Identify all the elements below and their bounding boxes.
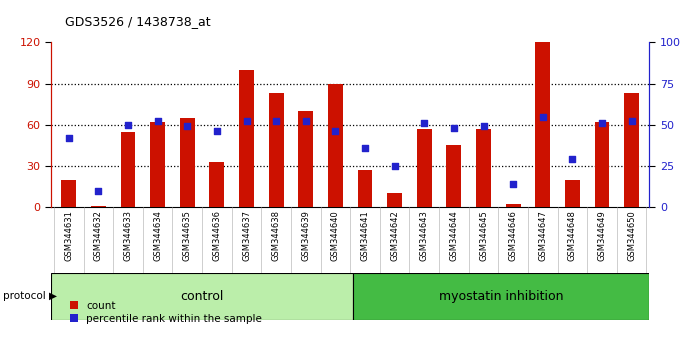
Text: control: control [180,290,224,303]
Point [360,145,371,151]
Point [93,188,104,193]
Bar [353,273,649,320]
Bar [328,84,343,207]
Bar [209,162,224,207]
Point [152,119,163,124]
Bar [51,273,353,320]
Text: GSM344650: GSM344650 [627,210,636,261]
Text: GSM344639: GSM344639 [301,210,310,261]
Text: myostatin inhibition: myostatin inhibition [439,290,564,303]
Point [478,124,489,129]
Text: GSM344638: GSM344638 [271,210,281,261]
Text: GSM344641: GSM344641 [360,210,369,261]
Bar [61,180,76,207]
Bar [594,122,609,207]
Text: GSM344637: GSM344637 [242,210,251,261]
Text: GSM344648: GSM344648 [568,210,577,261]
Bar [358,170,373,207]
Text: GSM344645: GSM344645 [479,210,488,261]
Bar [417,129,432,207]
Point [211,129,222,134]
Bar [387,193,402,207]
Point [330,129,341,134]
Text: GSM344644: GSM344644 [449,210,458,261]
Point [301,119,311,124]
Point [448,125,459,131]
Bar [476,129,491,207]
Text: GSM344640: GSM344640 [331,210,340,261]
Bar [506,204,520,207]
Text: GSM344633: GSM344633 [124,210,133,261]
Bar [269,93,284,207]
Text: GSM344634: GSM344634 [153,210,162,261]
Bar [565,180,580,207]
Text: GSM344646: GSM344646 [509,210,517,261]
Bar [624,93,639,207]
Bar [180,118,194,207]
Text: protocol ▶: protocol ▶ [3,291,57,302]
Bar [91,206,106,207]
Point [63,135,74,141]
Point [567,156,578,162]
Text: GSM344635: GSM344635 [183,210,192,261]
Text: GSM344632: GSM344632 [94,210,103,261]
Bar [299,111,313,207]
Point [122,122,133,128]
Text: GSM344643: GSM344643 [420,210,429,261]
Point [271,119,282,124]
Point [596,120,607,126]
Point [419,120,430,126]
Legend: count, percentile rank within the sample: count, percentile rank within the sample [70,301,262,324]
Text: GSM344649: GSM344649 [598,210,607,261]
Bar [535,42,550,207]
Point [241,119,252,124]
Bar [150,122,165,207]
Point [508,181,519,187]
Point [626,119,637,124]
Text: GSM344647: GSM344647 [539,210,547,261]
Point [182,124,192,129]
Text: GSM344631: GSM344631 [65,210,73,261]
Bar [239,70,254,207]
Point [389,163,400,169]
Point [537,114,548,119]
Bar [120,132,135,207]
Text: GSM344642: GSM344642 [390,210,399,261]
Text: GDS3526 / 1438738_at: GDS3526 / 1438738_at [65,15,210,28]
Bar [447,145,461,207]
Text: GSM344636: GSM344636 [212,210,222,261]
